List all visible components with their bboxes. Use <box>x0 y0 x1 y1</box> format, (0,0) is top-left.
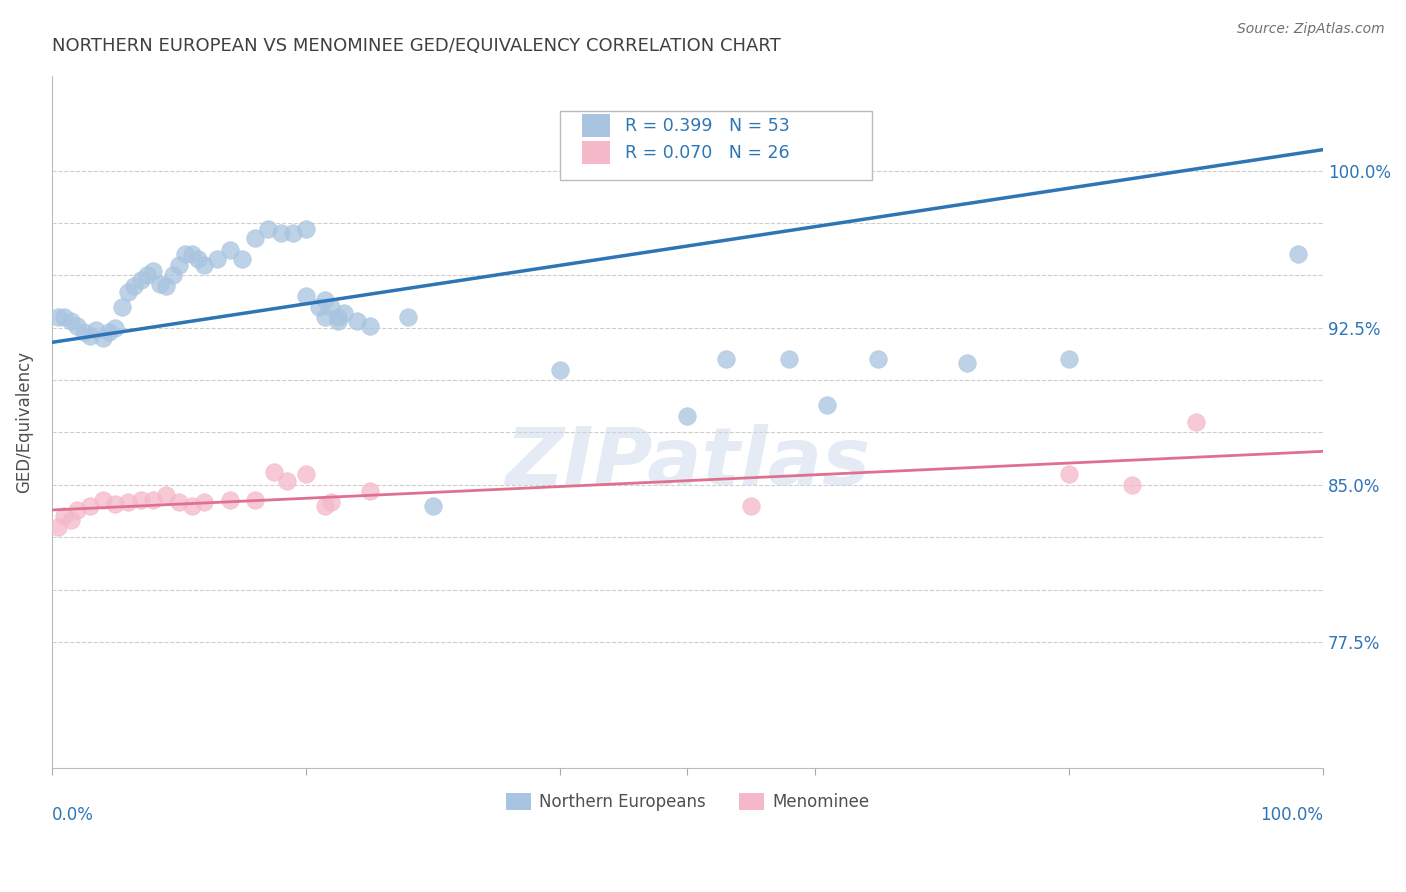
Point <box>270 227 292 241</box>
Point <box>740 499 762 513</box>
Point <box>676 409 699 423</box>
Point <box>1185 415 1208 429</box>
Point <box>129 492 152 507</box>
Point <box>142 492 165 507</box>
Point <box>314 499 336 513</box>
Point <box>346 314 368 328</box>
Point <box>59 314 82 328</box>
FancyBboxPatch shape <box>582 114 610 137</box>
Point <box>396 310 419 325</box>
Point <box>308 300 330 314</box>
Point <box>53 310 76 325</box>
Point <box>142 264 165 278</box>
Point <box>321 300 343 314</box>
Point <box>155 488 177 502</box>
Point <box>815 398 838 412</box>
FancyBboxPatch shape <box>561 111 872 180</box>
Point <box>117 494 139 508</box>
Point <box>53 509 76 524</box>
Point <box>263 465 285 479</box>
Point <box>326 314 349 328</box>
Point <box>314 310 336 325</box>
Point <box>79 499 101 513</box>
Point <box>778 352 800 367</box>
Point <box>257 222 280 236</box>
Point <box>1057 352 1080 367</box>
Point <box>167 494 190 508</box>
Point <box>283 227 305 241</box>
Point <box>180 499 202 513</box>
Point <box>314 293 336 308</box>
Point <box>162 268 184 283</box>
Point <box>66 503 89 517</box>
Point <box>155 278 177 293</box>
Point <box>295 467 318 482</box>
Point <box>193 494 215 508</box>
Point <box>124 278 146 293</box>
Point <box>149 277 172 291</box>
Point <box>174 247 197 261</box>
Point <box>218 243 240 257</box>
Point <box>84 323 107 337</box>
Point <box>295 289 318 303</box>
Point <box>956 356 979 370</box>
Point <box>295 222 318 236</box>
Text: R = 0.399   N = 53: R = 0.399 N = 53 <box>626 117 790 135</box>
Text: 100.0%: 100.0% <box>1260 805 1323 823</box>
Point <box>104 320 127 334</box>
Text: Source: ZipAtlas.com: Source: ZipAtlas.com <box>1237 22 1385 37</box>
Point <box>66 318 89 333</box>
Point <box>46 520 69 534</box>
Point <box>231 252 253 266</box>
Text: NORTHERN EUROPEAN VS MENOMINEE GED/EQUIVALENCY CORRELATION CHART: NORTHERN EUROPEAN VS MENOMINEE GED/EQUIV… <box>52 37 780 55</box>
Point <box>1121 478 1143 492</box>
Legend: Northern Europeans, Menominee: Northern Europeans, Menominee <box>499 787 876 818</box>
Point <box>136 268 159 283</box>
Point <box>79 329 101 343</box>
Text: R = 0.070   N = 26: R = 0.070 N = 26 <box>626 144 790 161</box>
Point <box>868 352 890 367</box>
Point <box>129 272 152 286</box>
Point <box>422 499 444 513</box>
Point <box>1057 467 1080 482</box>
Y-axis label: GED/Equivalency: GED/Equivalency <box>15 351 32 493</box>
Point <box>46 310 69 325</box>
Point <box>243 492 266 507</box>
Text: ZIPatlas: ZIPatlas <box>505 425 870 502</box>
Point <box>97 325 120 339</box>
Point <box>104 497 127 511</box>
Point <box>117 285 139 299</box>
Point <box>72 325 94 339</box>
Point <box>180 247 202 261</box>
Point <box>167 258 190 272</box>
Point <box>326 310 349 325</box>
Point <box>1286 247 1309 261</box>
Point <box>91 331 114 345</box>
Point <box>187 252 209 266</box>
Point <box>276 474 298 488</box>
Text: 0.0%: 0.0% <box>52 805 94 823</box>
Point <box>359 318 381 333</box>
Point <box>359 484 381 499</box>
Point <box>333 306 356 320</box>
Point <box>218 492 240 507</box>
Point <box>111 300 134 314</box>
Point <box>550 362 572 376</box>
Point <box>243 230 266 244</box>
Point <box>91 492 114 507</box>
Point <box>714 352 737 367</box>
Point <box>59 513 82 527</box>
Point <box>321 494 343 508</box>
Point <box>205 252 228 266</box>
FancyBboxPatch shape <box>582 141 610 164</box>
Point <box>193 258 215 272</box>
